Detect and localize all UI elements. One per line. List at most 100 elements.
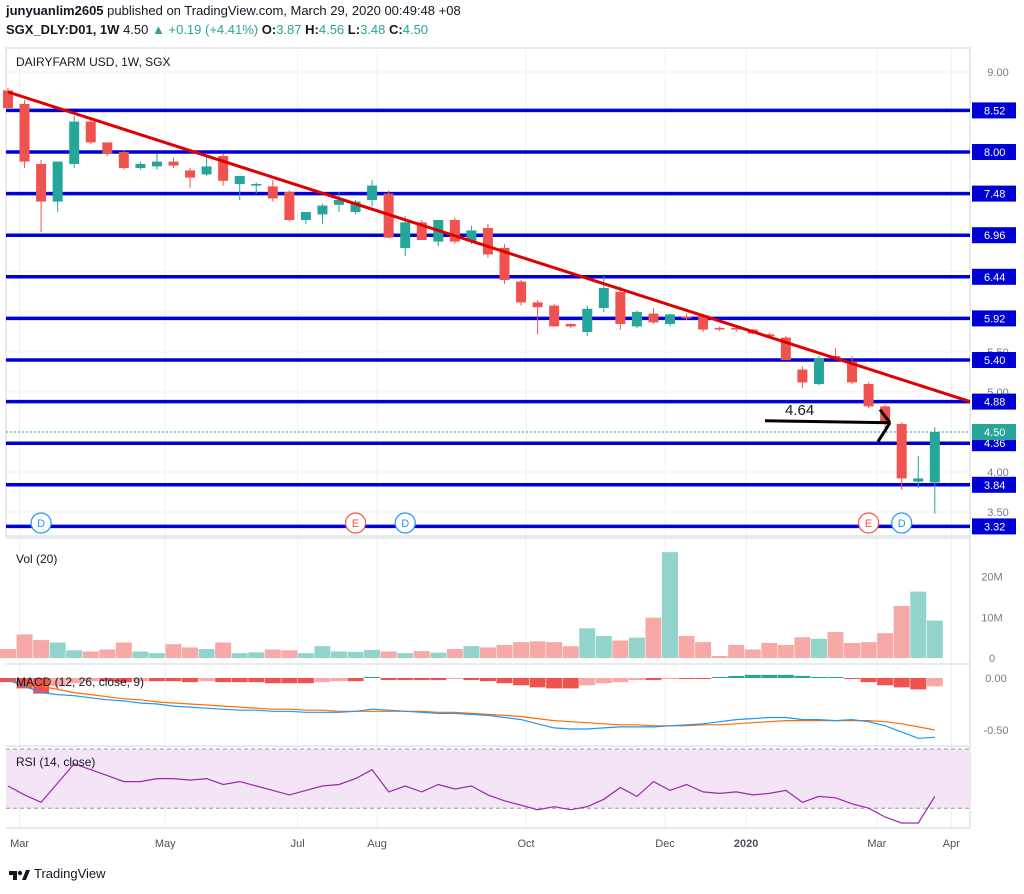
- candle-body: [300, 212, 311, 220]
- candle-body: [698, 315, 709, 330]
- volume-bar: [364, 649, 381, 658]
- macd-histogram-bar: [893, 678, 910, 688]
- last-price: 4.50: [123, 22, 149, 37]
- candle-body: [913, 478, 924, 482]
- macd-histogram-bar: [612, 678, 629, 683]
- time-axis-label: Dec: [655, 838, 675, 850]
- price-pane: [5, 47, 971, 537]
- macd-histogram-bar: [413, 678, 430, 681]
- symbol-label: SGX_DLY:D01, 1W: [6, 22, 120, 37]
- macd-histogram-bar: [513, 678, 530, 686]
- volume-bar: [860, 642, 877, 658]
- time-axis-label: Mar: [10, 838, 29, 850]
- up-arrow-icon: ▲: [152, 22, 165, 37]
- macd-histogram-bar: [662, 678, 678, 680]
- macd-histogram-bar: [82, 678, 99, 682]
- volume-label: Vol (20): [16, 552, 57, 566]
- macd-histogram-bar: [364, 676, 381, 678]
- ohlc-header: SGX_DLY:D01, 1W 4.50 ▲ +0.19 (+4.41%) O:…: [6, 22, 428, 37]
- candle-body: [251, 184, 262, 186]
- publisher-name: junyuanlim2605: [6, 3, 104, 18]
- candle-body: [334, 200, 344, 205]
- candle-body: [185, 170, 196, 178]
- macd-histogram-bar: [231, 678, 248, 683]
- volume-bar: [529, 641, 546, 658]
- last-price-tag: [972, 424, 1016, 440]
- macd-histogram-bar: [926, 678, 943, 687]
- price-tick-label: 4.00: [987, 467, 1008, 479]
- volume-tick-label: 20M: [981, 572, 1002, 584]
- candle-body: [499, 248, 510, 280]
- volume-bar: [380, 651, 397, 658]
- level-price-tag-label: 5.92: [984, 313, 1005, 325]
- macd-histogram-bar: [595, 678, 612, 684]
- candle-body: [582, 308, 593, 332]
- volume-bar: [215, 642, 232, 658]
- level-price-tag: [972, 144, 1016, 160]
- macd-histogram-bar: [281, 678, 298, 684]
- dividend-marker-label: D: [898, 518, 906, 530]
- macd-histogram-bar: [430, 678, 447, 681]
- candle-body: [797, 369, 808, 383]
- candle-body: [19, 104, 30, 162]
- level-price-tag: [972, 393, 1016, 410]
- macd-histogram-bar: [579, 678, 596, 686]
- level-price-tag: [972, 476, 1016, 493]
- annotation-arrow-head: [876, 421, 892, 443]
- time-axis-label: Aug: [367, 838, 387, 850]
- macd-histogram-bar: [148, 678, 165, 682]
- time-axis-label: 2020: [734, 838, 758, 850]
- volume-bar: [711, 655, 728, 658]
- macd-tick-label: 0.00: [985, 673, 1006, 685]
- volume-bar: [413, 651, 430, 658]
- annotation-arrow-shaft: [764, 419, 891, 425]
- trend-line: [7, 90, 971, 404]
- macd-histogram-bar: [695, 678, 712, 680]
- level-price-tag: [972, 352, 1016, 368]
- macd-histogram-bar: [264, 678, 281, 684]
- tradingview-logo-icon: [9, 869, 30, 880]
- macd-histogram-bar: [165, 678, 182, 682]
- candle-body: [234, 176, 245, 184]
- dividend-marker: [394, 512, 416, 534]
- volume-bar: [910, 591, 927, 658]
- macd-histogram-bar: [628, 678, 645, 681]
- macd-histogram-bar: [496, 678, 513, 684]
- candle-body: [284, 192, 295, 220]
- macd-histogram-bar: [198, 678, 215, 682]
- candle-body: [863, 384, 874, 407]
- macd-histogram-bar: [529, 678, 546, 688]
- macd-histogram-bar: [777, 674, 794, 678]
- macd-histogram-bar: [215, 678, 232, 683]
- macd-histogram-bar: [479, 678, 496, 682]
- tradingview-brand[interactable]: TradingView: [8, 866, 106, 881]
- earnings-marker-label: E: [352, 518, 359, 530]
- volume-bar: [761, 642, 778, 658]
- macd-histogram-bar: [132, 678, 149, 682]
- macd-histogram-bar: [380, 678, 397, 681]
- earnings-marker-label: E: [865, 518, 872, 530]
- macd-histogram-bar: [463, 678, 480, 681]
- candle-body: [3, 90, 13, 108]
- level-price-tag-label: 8.00: [984, 147, 1005, 159]
- volume-bar: [148, 653, 165, 658]
- level-price-tag-label: 4.88: [984, 397, 1005, 409]
- macd-histogram-bar: [761, 674, 778, 678]
- level-price-tag-label: 6.96: [984, 230, 1005, 242]
- volume-bar: [744, 649, 761, 658]
- candle-body: [532, 302, 543, 308]
- dividend-marker: [891, 512, 913, 534]
- volume-bar: [182, 647, 199, 658]
- macd-histogram-bar: [297, 678, 314, 684]
- volume-bar: [82, 651, 99, 658]
- candle-body: [813, 358, 824, 384]
- candle-body: [449, 220, 460, 242]
- level-price-tag-label: 7.48: [984, 189, 1005, 201]
- price-change: +0.19 (+4.41%): [168, 22, 259, 37]
- candle-body: [764, 334, 775, 336]
- macd-histogram-bar: [794, 675, 811, 678]
- publish-info: junyuanlim2605 published on TradingView.…: [6, 3, 461, 18]
- brand-name: TradingView: [34, 866, 106, 881]
- close-value: 4.50: [402, 22, 429, 37]
